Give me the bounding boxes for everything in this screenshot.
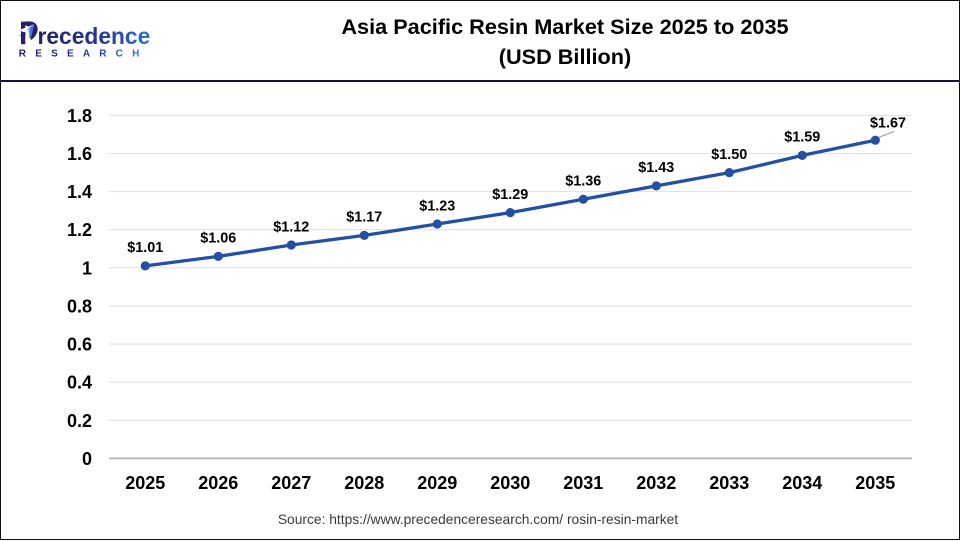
svg-text:1.6: 1.6 <box>67 144 92 164</box>
svg-text:2034: 2034 <box>782 473 822 493</box>
svg-text:2035: 2035 <box>855 473 895 493</box>
svg-text:$1.01: $1.01 <box>127 240 163 256</box>
svg-text:$1.43: $1.43 <box>638 160 674 176</box>
svg-text:recedence: recedence <box>38 23 151 49</box>
svg-text:$1.06: $1.06 <box>200 231 236 247</box>
svg-text:1.8: 1.8 <box>67 106 92 126</box>
svg-text:2027: 2027 <box>271 473 311 493</box>
svg-text:2026: 2026 <box>198 473 238 493</box>
svg-text:$1.23: $1.23 <box>419 198 455 214</box>
svg-text:0: 0 <box>82 449 92 469</box>
svg-text:2031: 2031 <box>563 473 603 493</box>
svg-text:2029: 2029 <box>417 473 457 493</box>
svg-text:2028: 2028 <box>344 473 384 493</box>
svg-text:0.6: 0.6 <box>67 335 92 355</box>
svg-text:2032: 2032 <box>636 473 676 493</box>
svg-text:0.8: 0.8 <box>67 297 92 317</box>
svg-text:$1.12: $1.12 <box>273 219 309 235</box>
svg-text:$1.50: $1.50 <box>711 147 747 163</box>
svg-text:$1.29: $1.29 <box>492 187 528 203</box>
svg-text:2033: 2033 <box>709 473 749 493</box>
svg-text:2030: 2030 <box>490 473 530 493</box>
svg-text:$1.59: $1.59 <box>784 130 820 146</box>
svg-text:0.2: 0.2 <box>67 411 92 431</box>
svg-text:$1.36: $1.36 <box>565 174 601 190</box>
svg-text:$1.17: $1.17 <box>346 210 382 226</box>
svg-text:1: 1 <box>82 258 92 278</box>
svg-text:1.4: 1.4 <box>67 182 92 202</box>
svg-text:$1.67: $1.67 <box>870 115 906 131</box>
svg-text:RESEARCH: RESEARCH <box>19 49 149 60</box>
svg-text:0.4: 0.4 <box>67 373 92 393</box>
svg-text:1.2: 1.2 <box>67 220 92 240</box>
svg-text:2025: 2025 <box>125 473 165 493</box>
